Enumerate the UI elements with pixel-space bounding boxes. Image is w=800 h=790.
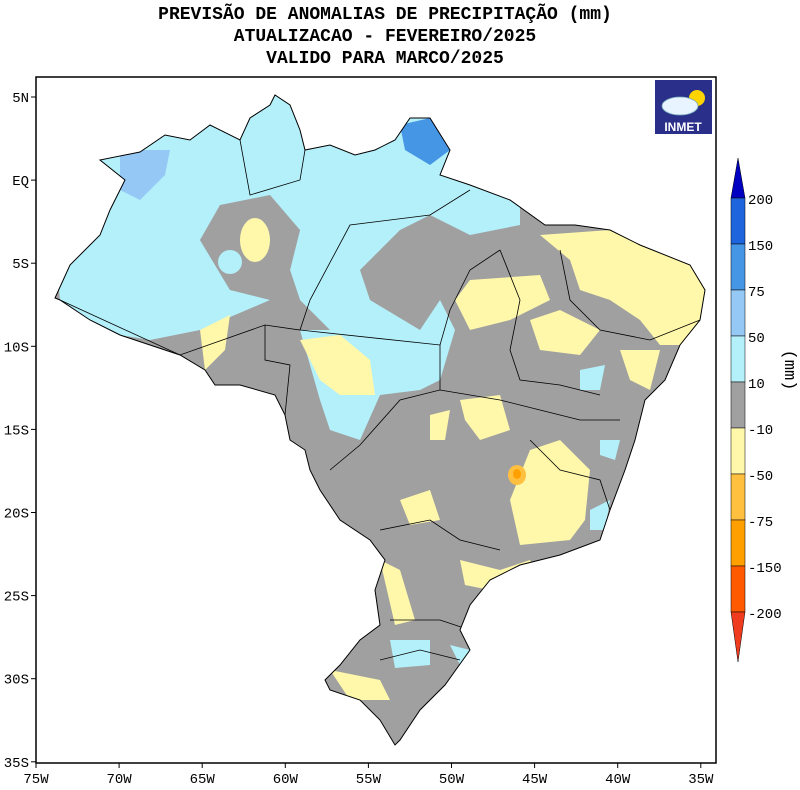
colorbar-label: 10	[748, 377, 765, 393]
axis-ticks: 75W 70W 65W 60W 55W 50W 45W 40W 35W 5N EQ 5S 10S 15S 2…	[4, 91, 714, 788]
lon-tick-label: 75W	[23, 772, 49, 788]
colorbar-min-arrow	[730, 611, 746, 663]
colorbar-segment	[730, 519, 746, 567]
colorbar-segment	[730, 565, 746, 613]
colorbar-label: -150	[748, 561, 782, 577]
region-75-150	[400, 118, 450, 165]
colorbar-segment	[730, 381, 746, 429]
cloud-sun-icon	[661, 96, 699, 116]
region-dry-patch	[240, 218, 270, 262]
colorbar-label: 50	[748, 331, 765, 347]
lon-tick-label: 35W	[688, 772, 714, 788]
colorbar-label: -75	[748, 515, 773, 531]
state-borders	[59, 139, 701, 661]
lat-tick-label: 35S	[4, 756, 29, 772]
colorbar-segment	[730, 197, 746, 245]
colorbar-segment	[730, 289, 746, 337]
region-50-75	[120, 150, 170, 200]
colorbar: 200 150 75 50 10 -10 -50 -75 -150 -200	[730, 157, 782, 663]
colorbar-label: -50	[748, 469, 773, 485]
lat-tick-label: 20S	[4, 507, 29, 523]
lat-tick-label: 15S	[4, 423, 29, 439]
colorbar-segment	[730, 335, 746, 383]
lon-tick-label: 40W	[605, 772, 631, 788]
lon-tick-label: 55W	[356, 772, 382, 788]
lat-tick-label: 5S	[12, 257, 29, 273]
colorbar-label: 75	[748, 285, 765, 301]
colorbar-label: 150	[748, 239, 773, 255]
colorbar-unit-label: (mm)	[779, 350, 798, 391]
lat-tick-label: EQ	[12, 174, 29, 190]
lat-tick-label: 30S	[4, 673, 29, 689]
lon-tick-label: 50W	[439, 772, 465, 788]
colorbar-label: -200	[748, 607, 782, 623]
lon-tick-label: 60W	[273, 772, 299, 788]
lon-tick-label: 45W	[522, 772, 548, 788]
lon-tick-label: 70W	[106, 772, 132, 788]
colorbar-segment	[730, 243, 746, 291]
title-line-2: ATUALIZACAO - FEVEREIRO/2025	[233, 27, 537, 47]
title-line-1: PREVISÃO DE ANOMALIAS DE PRECIPITAÇÃO (m…	[158, 5, 612, 25]
logo-text: INMET	[664, 120, 702, 134]
colorbar-segment	[730, 473, 746, 521]
colorbar-segment	[730, 427, 746, 475]
region-75-150-dry	[513, 469, 521, 479]
inmet-logo: INMET	[655, 80, 712, 134]
region-dry-ne	[455, 230, 705, 390]
region-dry-central	[200, 315, 590, 700]
lat-tick-label: 10S	[4, 340, 29, 356]
colorbar-max-arrow	[730, 157, 746, 199]
region-wet-patch	[218, 250, 242, 274]
colorbar-label: 200	[748, 193, 773, 209]
lat-tick-label: 5N	[12, 91, 29, 107]
title-line-3: VALIDO PARA MARCO/2025	[266, 49, 504, 69]
lon-tick-label: 65W	[190, 772, 216, 788]
lat-tick-label: 25S	[4, 590, 29, 606]
colorbar-label: -10	[748, 423, 773, 439]
